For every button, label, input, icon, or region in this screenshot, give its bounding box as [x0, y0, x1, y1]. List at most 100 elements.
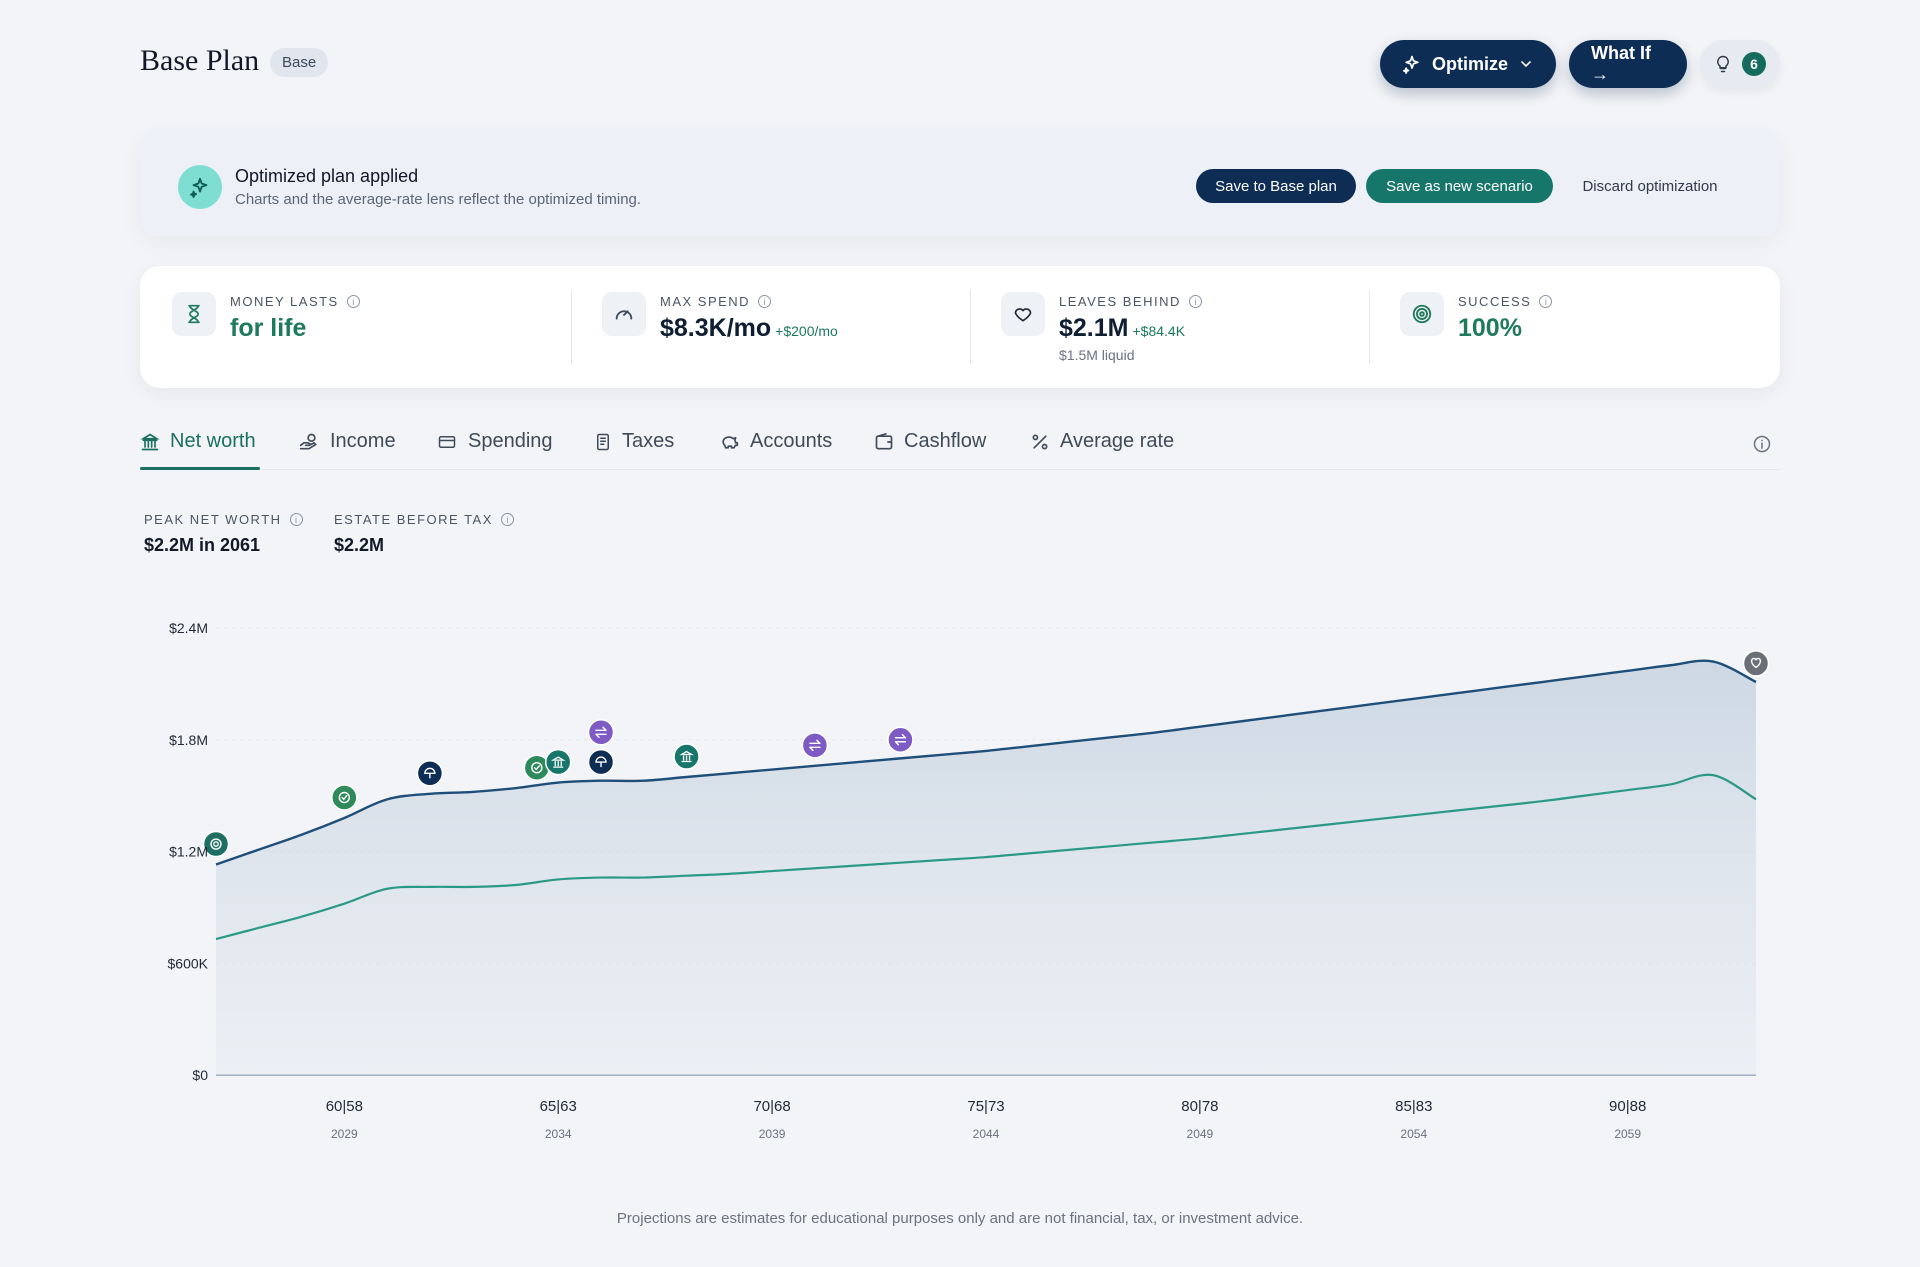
tab-label: Taxes — [622, 430, 675, 452]
umbrella-icon — [424, 767, 436, 779]
x-tick-year: 2054 — [1400, 1127, 1427, 1141]
hourglass-icon — [172, 292, 216, 336]
optimize-button[interactable]: Optimize — [1380, 40, 1556, 88]
active-tab-indicator — [140, 467, 260, 470]
x-tick-year: 2029 — [331, 1127, 358, 1141]
event-marker-target-icon[interactable] — [202, 830, 230, 858]
event-marker-umbrella-icon[interactable] — [587, 748, 615, 776]
insights-count-badge: 6 — [1742, 52, 1766, 76]
net-worth-chart: $2.4M $1.8M $1.2M $600K $0 60|58 2029 65|63 2034… — [168, 620, 1770, 1141]
event-marker-bank-icon[interactable] — [544, 748, 572, 776]
metric-subvalue: $1.5M liquid — [1059, 347, 1135, 363]
divider — [970, 290, 971, 364]
info-icon[interactable]: i — [1539, 295, 1553, 308]
metric-label: MONEY LASTS — [230, 294, 339, 309]
x-tick-label: 75|73 — [967, 1098, 1004, 1115]
hand-coins-icon — [299, 433, 317, 449]
gauge-icon — [602, 292, 646, 336]
kpi-value: $2.2M — [334, 535, 385, 555]
optimization-banner: Optimized plan applied Charts and the av… — [140, 128, 1780, 236]
discard-optimization-button[interactable]: Discard optimization — [1582, 177, 1718, 195]
divider — [1369, 290, 1370, 364]
receipt-icon — [597, 433, 609, 450]
metric-leaves-behind: LEAVES BEHIND i $2.1M +$84.4K $1.5M liquid — [969, 266, 1369, 388]
x-tick-label: 90|88 — [1609, 1098, 1646, 1115]
tab-cashflow[interactable]: Cashflow — [874, 430, 986, 453]
save-as-scenario-button[interactable]: Save as new scenario — [1366, 169, 1553, 203]
event-marker-transfer-icon[interactable] — [801, 732, 829, 759]
piggy-bank-icon — [722, 435, 739, 449]
info-icon[interactable] — [1752, 434, 1772, 454]
page-header: Base Plan Base Optimize What If → 6 — [140, 40, 1780, 104]
kpi-label: PEAK NET WORTH — [144, 512, 282, 527]
tab-label: Spending — [468, 430, 553, 452]
page-title: Base Plan — [140, 44, 260, 77]
tab-net-worth[interactable]: Net worth — [140, 430, 256, 453]
metric-money-lasts: MONEY LASTS i for life — [140, 266, 570, 388]
banner-subtitle: Charts and the average-rate lens reflect… — [235, 191, 642, 208]
event-marker-umbrella-icon[interactable] — [416, 760, 444, 787]
divider — [571, 290, 572, 364]
bank-icon — [140, 433, 160, 450]
metric-value: for life — [230, 314, 307, 342]
event-marker-bg — [202, 830, 230, 858]
metric-value: $8.3K/mo — [660, 314, 772, 342]
x-tick-year: 2039 — [759, 1127, 786, 1141]
tab-average-rate[interactable]: Average rate — [1030, 430, 1174, 453]
y-tick-label: $1.8M — [169, 732, 208, 748]
x-tick-label: 85|83 — [1395, 1098, 1432, 1115]
lightbulb-icon — [1717, 55, 1729, 73]
banner-title: Optimized plan applied — [235, 166, 419, 186]
metric-label: SUCCESS — [1458, 294, 1532, 309]
what-if-button[interactable]: What If → — [1569, 40, 1687, 88]
liquid-line — [215, 773, 1757, 941]
event-marker-bg — [587, 719, 615, 746]
event-marker-heart-icon[interactable] — [1742, 650, 1770, 677]
y-tick-label: $2.4M — [169, 620, 208, 636]
tab-spending[interactable]: Spending — [436, 430, 553, 453]
tab-label: Net worth — [170, 430, 256, 452]
target-icon — [1400, 292, 1444, 336]
tab-accounts[interactable]: Accounts — [718, 430, 832, 453]
save-to-base-button[interactable]: Save to Base plan — [1196, 169, 1356, 203]
insights-button[interactable]: 6 — [1700, 40, 1780, 88]
tab-label: Average rate — [1060, 430, 1175, 452]
bank-icon — [550, 756, 566, 768]
wallet-icon — [875, 432, 893, 449]
net-worth-area — [216, 660, 1756, 1075]
kpi-estate-before-tax: ESTATE BEFORE TAX i $2.2M — [334, 512, 514, 556]
info-icon[interactable]: i — [346, 295, 360, 308]
info-icon[interactable]: i — [758, 295, 772, 308]
event-marker-check-circle-icon[interactable] — [523, 754, 551, 781]
percent-icon — [1032, 434, 1048, 449]
event-marker-bg — [1742, 650, 1770, 677]
metric-label: LEAVES BEHIND — [1059, 294, 1181, 309]
x-tick-year: 2059 — [1614, 1127, 1641, 1141]
metric-max-spend: MAX SPEND i $8.3K/mo +$200/mo — [570, 266, 970, 388]
kpi-value: $2.2M in 2061 — [144, 535, 261, 555]
x-tick-label: 65|63 — [540, 1098, 577, 1115]
y-tick-label: $0 — [192, 1067, 208, 1083]
card-icon — [438, 435, 456, 448]
event-marker-bg — [887, 726, 914, 753]
tab-taxes[interactable]: Taxes — [594, 430, 674, 453]
check-circle-icon — [531, 761, 543, 774]
metric-label: MAX SPEND — [660, 294, 751, 309]
event-marker-check-circle-icon[interactable] — [331, 784, 358, 811]
x-tick-year: 2049 — [1187, 1127, 1214, 1141]
disclaimer-text: Projections are estimates for educationa… — [616, 1210, 1304, 1227]
metric-delta: +$200/mo — [775, 323, 838, 339]
info-icon[interactable]: i — [500, 513, 514, 526]
event-marker-bank-icon[interactable] — [673, 743, 700, 770]
tab-label: Cashflow — [904, 430, 987, 452]
info-icon[interactable]: i — [1188, 295, 1202, 308]
net-worth-line — [215, 659, 1757, 866]
event-marker-transfer-icon[interactable] — [887, 726, 914, 753]
event-marker-transfer-icon[interactable] — [587, 719, 615, 746]
check-circle-icon — [338, 791, 351, 804]
tab-income[interactable]: Income — [298, 430, 396, 453]
x-tick-label: 60|58 — [326, 1098, 363, 1115]
kpi-label: ESTATE BEFORE TAX — [334, 512, 493, 527]
info-icon[interactable]: i — [289, 513, 303, 526]
metric-value: 100% — [1458, 314, 1522, 342]
